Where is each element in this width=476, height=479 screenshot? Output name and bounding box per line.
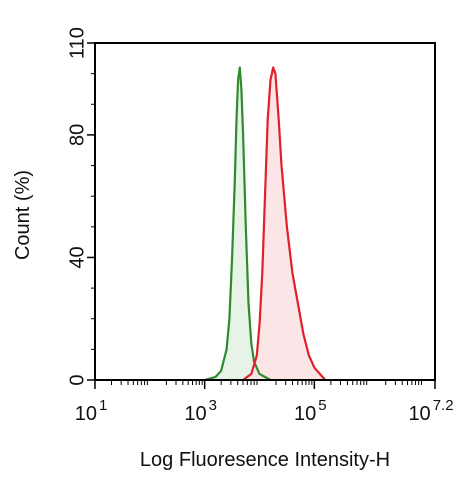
y-axis-title: Count (%) — [12, 170, 34, 260]
x-axis-title: Log Fluoresence Intensity-H — [140, 449, 390, 471]
y-tick-label: 0 — [66, 374, 88, 385]
series-1-line — [204, 66, 272, 382]
histogram-fills — [204, 67, 326, 380]
x-tick-label: 10 5 — [294, 397, 327, 425]
series-2-area — [243, 67, 326, 380]
x-tick-label: 10 3 — [184, 397, 217, 425]
y-tick-label: 110 — [66, 27, 88, 59]
y-tick-label: 40 — [66, 246, 88, 268]
plot-axes — [87, 42, 436, 389]
plot-frame — [94, 42, 436, 381]
y-tick-labels: 0 40 80 110 — [66, 27, 88, 386]
series-1-area — [204, 67, 271, 380]
x-tick-label: 10 1 — [75, 397, 108, 425]
histogram-lines — [204, 66, 327, 382]
x-tick-label: 10 7.2 — [408, 397, 453, 425]
x-tick-labels: 10 1 10 3 10 5 10 7.2 — [75, 397, 454, 425]
y-tick-label: 80 — [66, 124, 88, 146]
series-2-line — [242, 66, 327, 381]
